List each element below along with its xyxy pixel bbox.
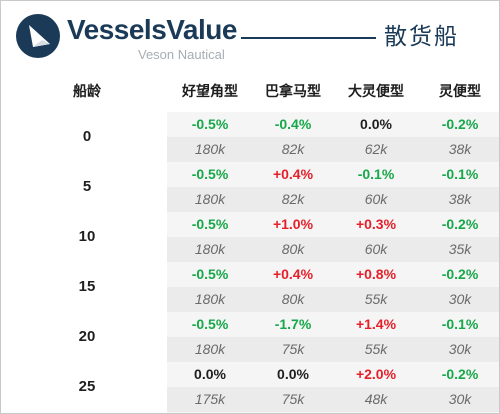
values-table: -0.5% -0.4% 0.0% -0.2% 180k 82k 62k 38k -0.5% +0.… — [167, 112, 499, 413]
change-cell: +0.4% — [272, 266, 314, 282]
age-cell: 10 — [78, 228, 96, 245]
price-cell: 82k — [281, 191, 305, 207]
age-cell: 20 — [78, 328, 96, 345]
change-cell: -0.5% — [191, 266, 229, 282]
price-cell: 80k — [281, 291, 305, 307]
column-header-panamax: 巴拿马型 — [265, 83, 321, 99]
price-cell: 30k — [448, 391, 472, 407]
price-row-band — [167, 287, 499, 312]
price-cell: 180k — [194, 241, 226, 257]
price-cell: 38k — [448, 191, 472, 207]
column-header-handysize: 灵便型 — [439, 83, 481, 99]
price-row-band — [167, 337, 499, 362]
change-cell: -1.7% — [274, 316, 312, 332]
change-cell: -0.5% — [191, 216, 229, 232]
price-cell: 60k — [364, 241, 388, 257]
change-cell: -0.5% — [191, 166, 229, 182]
price-cell: 55k — [364, 341, 388, 357]
change-cell: -0.1% — [441, 166, 479, 182]
price-cell: 82k — [281, 141, 305, 157]
change-cell: -0.2% — [441, 266, 479, 282]
change-cell: +0.8% — [355, 266, 397, 282]
price-row-band — [167, 187, 499, 212]
vesselsvalue-logo-icon — [16, 14, 60, 58]
price-cell: 75k — [281, 391, 305, 407]
change-cell: -0.1% — [441, 316, 479, 332]
price-cell: 48k — [364, 391, 388, 407]
age-cell: 25 — [78, 378, 96, 395]
brand-name: VesselsValue — [67, 14, 237, 45]
price-row-band — [167, 387, 499, 412]
price-cell: 55k — [364, 291, 388, 307]
change-cell: -0.2% — [441, 116, 479, 132]
price-row-band — [167, 137, 499, 162]
price-cell: 80k — [281, 241, 305, 257]
segment-title: 散货船 — [384, 23, 459, 49]
price-cell: 180k — [194, 341, 226, 357]
change-cell: -0.2% — [441, 366, 479, 382]
price-cell: 75k — [281, 341, 305, 357]
price-row-band — [167, 237, 499, 262]
change-cell: -0.5% — [191, 316, 229, 332]
price-cell: 30k — [448, 291, 472, 307]
change-cell: -0.1% — [357, 166, 395, 182]
header-divider — [241, 37, 376, 39]
price-cell: 30k — [448, 341, 472, 357]
price-cell: 180k — [194, 291, 226, 307]
price-cell: 180k — [194, 191, 226, 207]
brand-subtitle: Veson Nautical — [138, 47, 225, 62]
price-cell: 175k — [194, 391, 226, 407]
price-cell: 62k — [364, 141, 388, 157]
change-cell: -0.2% — [441, 216, 479, 232]
price-cell: 180k — [194, 141, 226, 157]
price-cell: 60k — [364, 191, 388, 207]
change-cell: +1.0% — [272, 216, 314, 232]
age-cell: 0 — [82, 128, 92, 145]
change-cell: +0.4% — [272, 166, 314, 182]
age-cell: 5 — [82, 178, 92, 195]
change-cell: 0.0% — [277, 366, 309, 382]
price-cell: 35k — [448, 241, 472, 257]
column-header-supramax: 大灵便型 — [348, 83, 404, 99]
price-cell: 38k — [448, 141, 472, 157]
age-cell: 15 — [78, 278, 96, 295]
change-cell: -0.5% — [191, 116, 229, 132]
column-header-capesize: 好望角型 — [182, 83, 238, 99]
change-cell: 0.0% — [360, 116, 392, 132]
change-cell: +0.3% — [355, 216, 397, 232]
change-cell: +2.0% — [355, 366, 397, 382]
change-cell: +1.4% — [355, 316, 397, 332]
change-cell: 0.0% — [194, 366, 226, 382]
change-cell: -0.4% — [274, 116, 312, 132]
age-column-header: 船龄 — [73, 83, 101, 99]
